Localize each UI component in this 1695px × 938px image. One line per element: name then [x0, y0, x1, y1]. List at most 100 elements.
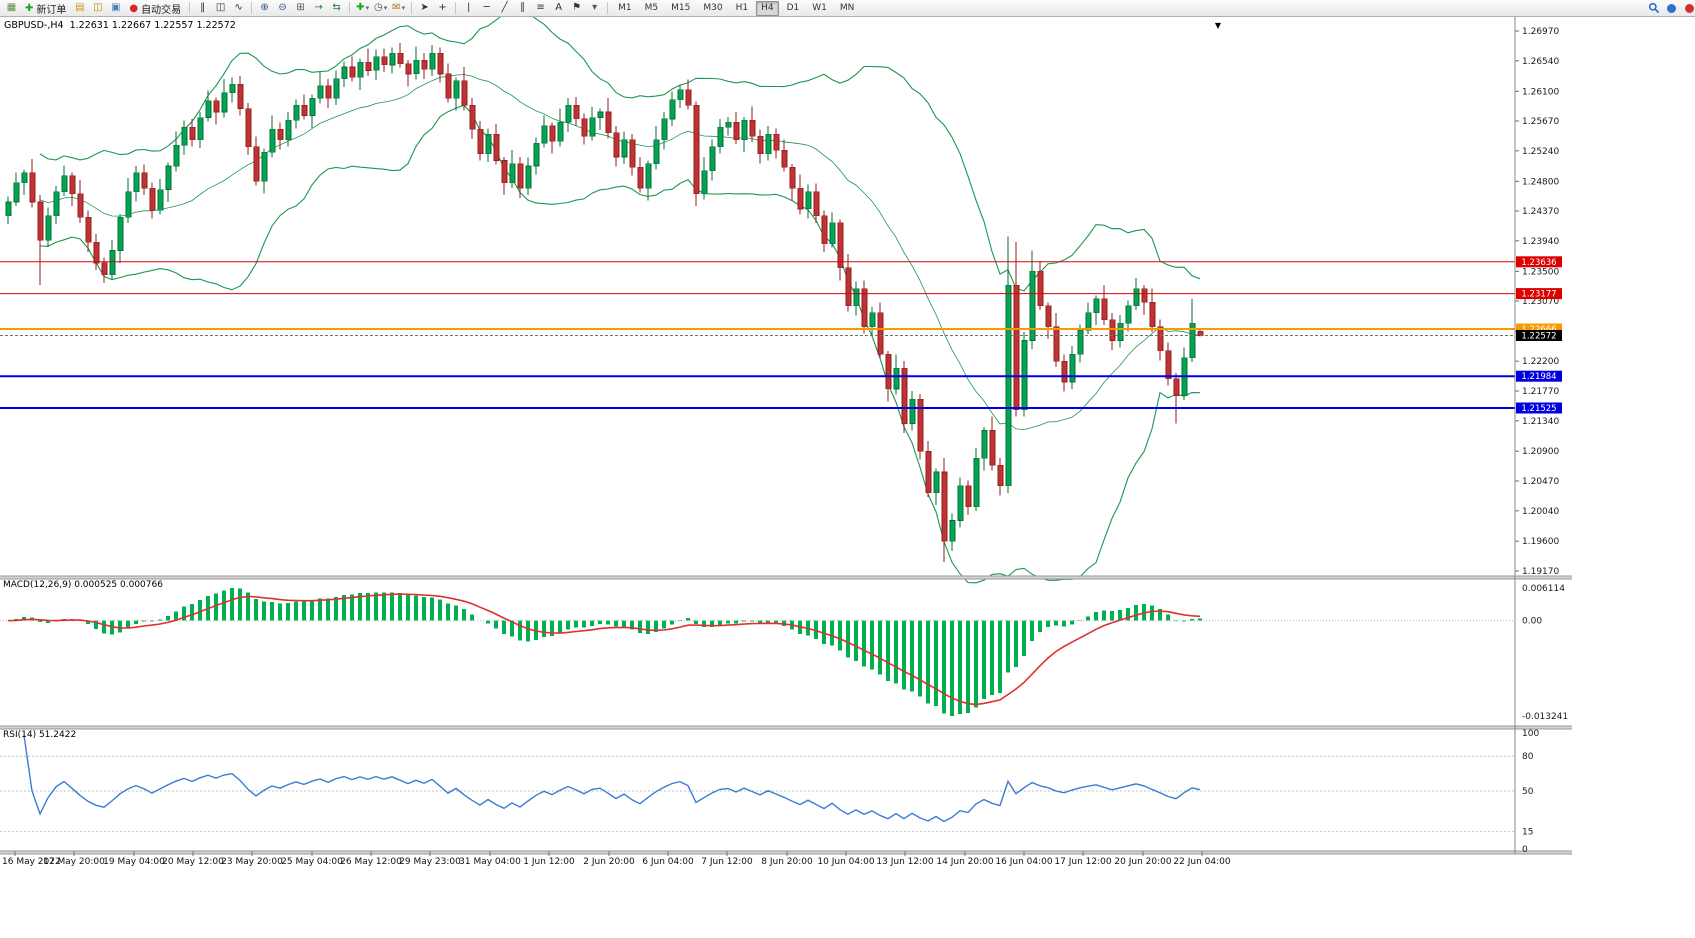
svg-text:1.20900: 1.20900 [1522, 447, 1559, 457]
svg-text:23 May 20:00: 23 May 20:00 [221, 857, 283, 867]
timeframe-w1-button[interactable]: W1 [812, 2, 827, 13]
templates-icon: ✉ [392, 2, 401, 13]
svg-text:100: 100 [1522, 729, 1539, 739]
cursor-icon: ➤ [420, 2, 429, 13]
timeframe-h4-button[interactable]: H4 [756, 0, 779, 16]
svg-text:1.20470: 1.20470 [1522, 477, 1559, 487]
svg-text:1.26970: 1.26970 [1522, 27, 1559, 37]
bollinger-upper-band [39, 10, 1201, 292]
trendline-icon: ╱ [501, 2, 508, 13]
add-indicator-icon-caret[interactable]: ▾ [365, 4, 370, 12]
text-icon: A [555, 2, 563, 13]
market-watch-icon: ▤ [75, 2, 85, 13]
macd-signal-line [7, 593, 1201, 706]
toolbar-separator [411, 2, 413, 14]
svg-text:31 May 04:00: 31 May 04:00 [459, 857, 521, 867]
rsi-levels [0, 755, 1515, 833]
add-indicator-icon: ✚ [356, 2, 365, 13]
svg-text:15: 15 [1522, 828, 1533, 838]
timeframe-d1-button[interactable]: D1 [786, 2, 800, 13]
timeframe-m15-button[interactable]: M15 [671, 2, 691, 13]
svg-text:1.21770: 1.21770 [1522, 387, 1559, 397]
horizontal-line-icon[interactable]: ─ [478, 1, 495, 15]
community-icon[interactable] [1663, 1, 1680, 15]
vertical-line-icon: | [466, 2, 471, 13]
chart-shift-icon[interactable]: ⇆ [328, 1, 345, 15]
timeframe-m5-button[interactable]: M5 [644, 2, 659, 13]
market-watch-icon[interactable]: ▤ [71, 1, 88, 15]
chart-window-icon[interactable]: ▦ [3, 1, 20, 15]
svg-text:7 Jun 12:00: 7 Jun 12:00 [701, 857, 753, 867]
auto-trading-icon: ● [129, 2, 139, 14]
fibonacci-icon[interactable]: ≡ [532, 1, 549, 15]
notifications-icon[interactable] [1681, 1, 1695, 15]
svg-text:1.24370: 1.24370 [1522, 207, 1559, 217]
toolbar-separator [607, 2, 609, 14]
channel-icon: ∥ [520, 2, 526, 13]
svg-text:1.22572: 1.22572 [1521, 332, 1556, 342]
search-icon[interactable] [1645, 1, 1662, 15]
new-order-button-label: 新订单 [36, 4, 67, 16]
candles [5, 42, 1204, 562]
timeframe-mn-button[interactable]: MN [839, 2, 855, 13]
crosshair-icon[interactable]: + [434, 1, 451, 15]
svg-text:26 May 12:00: 26 May 12:00 [340, 857, 402, 867]
svg-text:0.00: 0.00 [1522, 617, 1542, 627]
periods-icon-caret[interactable]: ▾ [383, 4, 388, 12]
svg-text:1.23500: 1.23500 [1522, 267, 1559, 277]
label-icon[interactable]: ⚑ [568, 1, 585, 15]
timeframe-h1-button[interactable]: H1 [735, 2, 749, 13]
zoom-in-icon[interactable]: ⊕ [256, 1, 273, 15]
text-icon[interactable]: A [550, 1, 567, 15]
svg-text:1 Jun 12:00: 1 Jun 12:00 [523, 857, 575, 867]
vertical-line-icon[interactable]: | [460, 1, 477, 15]
svg-text:1.21984: 1.21984 [1521, 372, 1556, 382]
trendline-icon[interactable]: ╱ [496, 1, 513, 15]
timeframe-m30-button[interactable]: M30 [703, 2, 723, 13]
auto-trading-button[interactable]: ● 自动交易 [125, 1, 185, 16]
svg-text:17 May 20:00: 17 May 20:00 [43, 857, 105, 867]
svg-text:0.006114: 0.006114 [1522, 584, 1565, 594]
line-chart-icon[interactable]: ∿ [230, 1, 247, 15]
bar-chart-icon[interactable]: ‖ [194, 1, 211, 15]
svg-text:13 Jun 12:00: 13 Jun 12:00 [876, 857, 933, 867]
zoom-in-icon: ⊕ [260, 2, 269, 13]
periods-icon[interactable]: ◷ ▾ [372, 1, 389, 15]
panel-separators[interactable] [0, 575, 1572, 855]
rsi-axis[interactable]: 100 80 50 15 0 [1522, 729, 1539, 855]
add-indicator-icon[interactable]: ✚ ▾ [354, 1, 371, 15]
horizontal-line-icon: ─ [483, 2, 490, 13]
tile-windows-icon: ⊞ [296, 2, 305, 13]
channel-icon[interactable]: ∥ [514, 1, 531, 15]
cursor-icon[interactable]: ➤ [416, 1, 433, 15]
svg-text:19 May 04:00: 19 May 04:00 [103, 857, 165, 867]
price-axis[interactable]: 1.26970 1.26540 1.26100 1.25670 1.25240 1.248… [1515, 27, 1559, 577]
macd-axis[interactable]: 0.006114 0.00 -0.013241 [1522, 584, 1568, 722]
timeframe-m1-button[interactable]: M1 [618, 2, 632, 13]
svg-text:1.21340: 1.21340 [1522, 417, 1559, 427]
templates-icon[interactable]: ✉ ▾ [390, 1, 407, 15]
svg-text:1.23070: 1.23070 [1522, 297, 1559, 307]
zoom-out-icon: ⊖ [278, 2, 287, 13]
bollinger-bands [39, 10, 1201, 584]
auto-scroll-icon[interactable]: → [310, 1, 327, 15]
navigator-icon[interactable]: ▣ [107, 1, 124, 15]
candlestick-chart-icon[interactable]: ◫ [212, 1, 229, 15]
toolbar-separator [349, 2, 351, 14]
svg-text:25 May 04:00: 25 May 04:00 [281, 857, 343, 867]
templates-icon-caret[interactable]: ▾ [401, 4, 406, 12]
chart-shift-marker[interactable]: ▼ [1215, 21, 1222, 30]
auto-trading-button-label: 自动交易 [141, 4, 182, 16]
new-order-icon: ✚ [25, 2, 34, 14]
navigator-icon: ▣ [111, 2, 121, 13]
new-order-button[interactable]: ✚ 新订单 [21, 1, 70, 16]
tile-windows-icon[interactable]: ⊞ [292, 1, 309, 15]
svg-text:50: 50 [1522, 787, 1534, 797]
svg-text:10 Jun 04:00: 10 Jun 04:00 [817, 857, 874, 867]
data-window-icon[interactable]: ◫ [89, 1, 106, 15]
shapes-icon[interactable]: ▾ [586, 1, 603, 15]
chart-window-icon: ▦ [6, 2, 17, 13]
zoom-out-icon[interactable]: ⊖ [274, 1, 291, 15]
